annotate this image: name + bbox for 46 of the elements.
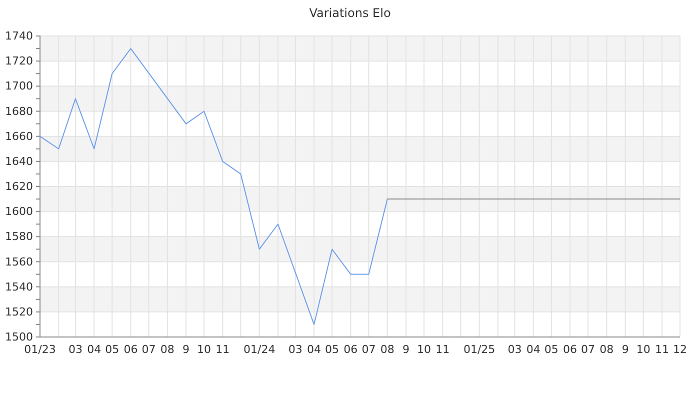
x-tick-label: 05 [105,342,120,356]
y-tick-label: 1500 [5,330,33,344]
x-tick-label: 07 [142,342,156,356]
x-tick-label: 08 [600,342,614,356]
x-tick-label: 12 [673,342,687,356]
x-tick-label: 03 [288,342,302,356]
y-tick-label: 1520 [5,305,33,318]
x-tick-label: 05 [325,342,340,356]
y-tick-label: 1720 [5,54,33,68]
x-tick-label: 01/24 [243,342,276,356]
y-tick-label: 1640 [5,154,33,168]
x-tick-label: 9 [402,342,410,356]
y-tick-label: 1540 [5,280,33,294]
y-tick-label: 1740 [5,30,33,43]
x-tick-label: 11 [436,342,450,356]
y-tick-label: 1620 [5,180,33,194]
x-tick-label: 11 [216,342,230,356]
y-tick-label: 1660 [5,130,33,143]
x-tick-label: 04 [307,342,322,356]
x-tick-label: 04 [87,342,102,356]
x-tick-label: 10 [636,342,650,356]
x-tick-label: 01/23 [24,342,56,356]
x-tick-label: 10 [417,342,431,356]
x-tick-label: 11 [654,342,669,356]
x-tick-label: 07 [581,342,596,356]
x-tick-label: 08 [380,342,394,356]
x-tick-label: 06 [124,342,138,356]
x-tick-label: 05 [544,342,558,356]
x-tick-label: 08 [160,342,174,356]
x-tick-label: 06 [563,342,578,356]
x-tick-label: 03 [508,342,522,356]
x-tick-label: 06 [344,342,358,356]
x-tick-label: 07 [362,342,376,356]
x-tick-label: 01/25 [463,342,496,356]
y-tick-label: 1680 [5,104,33,118]
y-tick-label: 1700 [5,80,33,93]
x-tick-label: 04 [526,342,540,356]
x-tick-label: 9 [622,342,629,356]
y-tick-label: 1580 [5,230,33,244]
x-tick-label: 9 [182,342,190,356]
line-series [40,48,388,325]
x-tick-label: 03 [68,342,82,356]
chart-title: Variations Elo [309,6,391,20]
y-tick-label: 1560 [5,255,33,268]
x-tick-label: 10 [197,342,212,356]
y-tick-label: 1600 [5,205,33,218]
